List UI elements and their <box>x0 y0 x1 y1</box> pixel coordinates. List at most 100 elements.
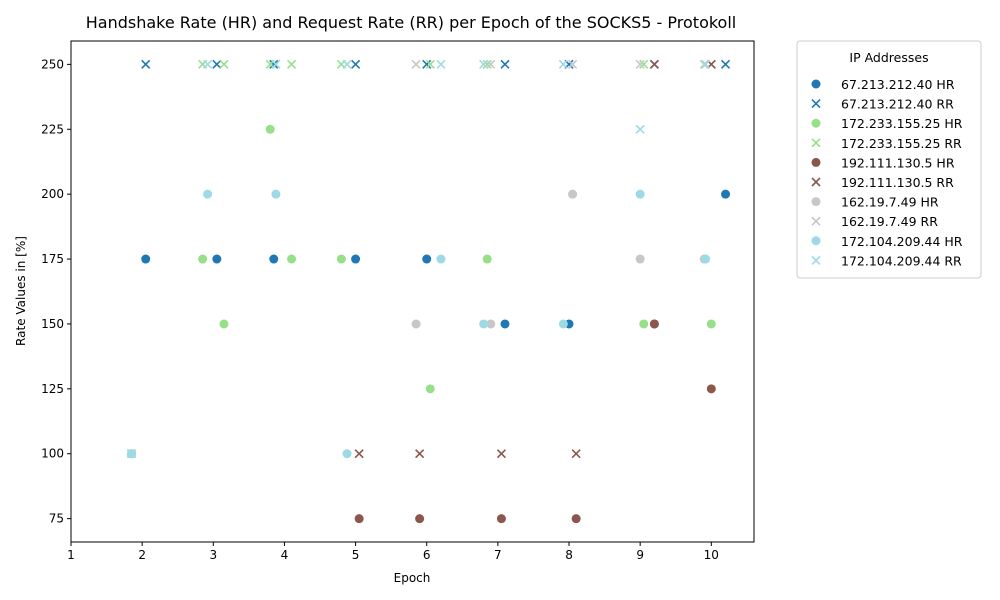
rr-point <box>415 449 425 459</box>
hr-point <box>486 319 496 329</box>
legend-circle-marker <box>811 236 821 246</box>
legend-label: 192.111.130.5 HR <box>841 155 955 170</box>
x-axis: 1 2 3 4 5 6 7 8 9 10 <box>67 542 719 562</box>
y-tick-label: 200 <box>41 187 64 201</box>
rr-point <box>271 59 281 69</box>
hr-point <box>351 254 361 264</box>
hr-point <box>271 189 281 199</box>
hr-point <box>219 319 229 329</box>
rr-point <box>425 59 435 69</box>
legend-box <box>796 40 982 279</box>
series-162-19-7-49-rr <box>411 59 709 69</box>
hr-point <box>479 319 489 329</box>
rr-point <box>720 59 731 69</box>
hr-point <box>342 449 352 459</box>
x-axis-label: Epoch <box>394 571 431 585</box>
legend: IP Addresses 67.213.212.40 HR 67.213.212.… <box>796 40 982 279</box>
hr-point <box>354 514 364 524</box>
hr-point <box>496 514 506 524</box>
hr-point <box>198 254 208 264</box>
legend-label: 172.233.155.25 HR <box>841 116 963 131</box>
x-tick-label: 1 <box>67 548 75 562</box>
rr-point <box>219 59 229 69</box>
rr-point <box>351 59 361 69</box>
hr-point <box>721 189 731 199</box>
rr-point <box>571 449 581 459</box>
hr-point <box>571 514 581 524</box>
rr-point <box>203 59 213 69</box>
legend-item: 67.213.212.40 HR <box>811 77 955 92</box>
hr-point <box>639 319 649 329</box>
legend-item: 162.19.7.49 RR <box>811 214 938 229</box>
legend-label: 192.111.130.5 RR <box>841 175 954 190</box>
hr-point <box>649 319 659 329</box>
rr-point <box>269 59 279 69</box>
rr-point <box>701 59 711 69</box>
legend-label: 67.213.212.40 RR <box>841 97 954 112</box>
legend-x-marker <box>811 99 821 109</box>
plot-area <box>70 40 755 543</box>
legend-x-marker <box>811 138 821 148</box>
rr-point <box>354 449 364 459</box>
hr-point <box>706 384 716 394</box>
legend-circle-marker <box>811 157 821 167</box>
y-tick-label: 175 <box>41 252 64 266</box>
series-192-111-130-5-rr <box>354 59 716 459</box>
x-tick-label: 5 <box>352 548 360 562</box>
legend-label: 162.19.7.49 HR <box>841 195 939 210</box>
hr-point <box>411 319 421 329</box>
hr-point <box>436 254 446 264</box>
hr-point <box>635 189 645 199</box>
hr-point <box>287 254 297 264</box>
y-tick-label: 225 <box>41 122 64 136</box>
y-tick-label: 125 <box>41 382 64 396</box>
hr-point <box>568 189 578 199</box>
legend-x-marker <box>811 216 821 226</box>
legend-title: IP Addresses <box>849 50 928 65</box>
x-tick-label: 7 <box>494 548 502 562</box>
legend-circle-marker <box>811 118 821 128</box>
rr-point <box>639 59 649 69</box>
hr-point <box>701 254 711 264</box>
legend-item: 172.104.209.44 RR <box>811 253 962 268</box>
y-tick-label: 250 <box>41 57 64 71</box>
legend-item: 162.19.7.49 HR <box>811 195 939 210</box>
legend-circle-marker <box>811 79 821 89</box>
y-axis-label: Rate Values in [%] <box>14 236 28 346</box>
rr-point <box>126 449 137 459</box>
rr-point <box>635 59 645 69</box>
rr-point <box>699 59 709 69</box>
hr-point <box>415 514 425 524</box>
legend-item: 192.111.130.5 HR <box>811 155 955 170</box>
hr-point <box>706 319 716 329</box>
y-tick-label: 150 <box>41 317 64 331</box>
rr-point <box>212 59 222 69</box>
rr-point <box>422 59 432 69</box>
rr-point <box>141 59 151 69</box>
chart-title: Handshake Rate (HR) and Request Rate (RR… <box>86 13 736 32</box>
hr-point <box>422 254 432 264</box>
legend-item: 172.104.209.44 HR <box>811 234 963 249</box>
data-points <box>126 59 731 524</box>
rr-point <box>286 59 297 69</box>
series-172-233-155-25-hr <box>126 124 716 459</box>
y-tick-label: 75 <box>49 512 64 526</box>
legend-x-marker <box>811 177 821 187</box>
x-tick-label: 4 <box>281 548 289 562</box>
hr-point <box>425 384 435 394</box>
x-tick-label: 8 <box>565 548 573 562</box>
legend-label: 162.19.7.49 RR <box>841 214 938 229</box>
series-67-213-212-40-rr <box>126 59 731 459</box>
legend-label: 172.104.209.44 HR <box>841 234 963 249</box>
hr-point <box>212 254 222 264</box>
rr-point <box>500 59 510 69</box>
legend-label: 67.213.212.40 HR <box>841 77 955 92</box>
legend-item: 67.213.212.40 RR <box>811 97 954 112</box>
series-172-104-209-44-rr <box>126 59 711 459</box>
rr-point <box>486 59 496 69</box>
rr-point <box>479 59 489 69</box>
legend-item: 172.233.155.25 RR <box>811 136 962 151</box>
hr-point <box>265 124 275 134</box>
